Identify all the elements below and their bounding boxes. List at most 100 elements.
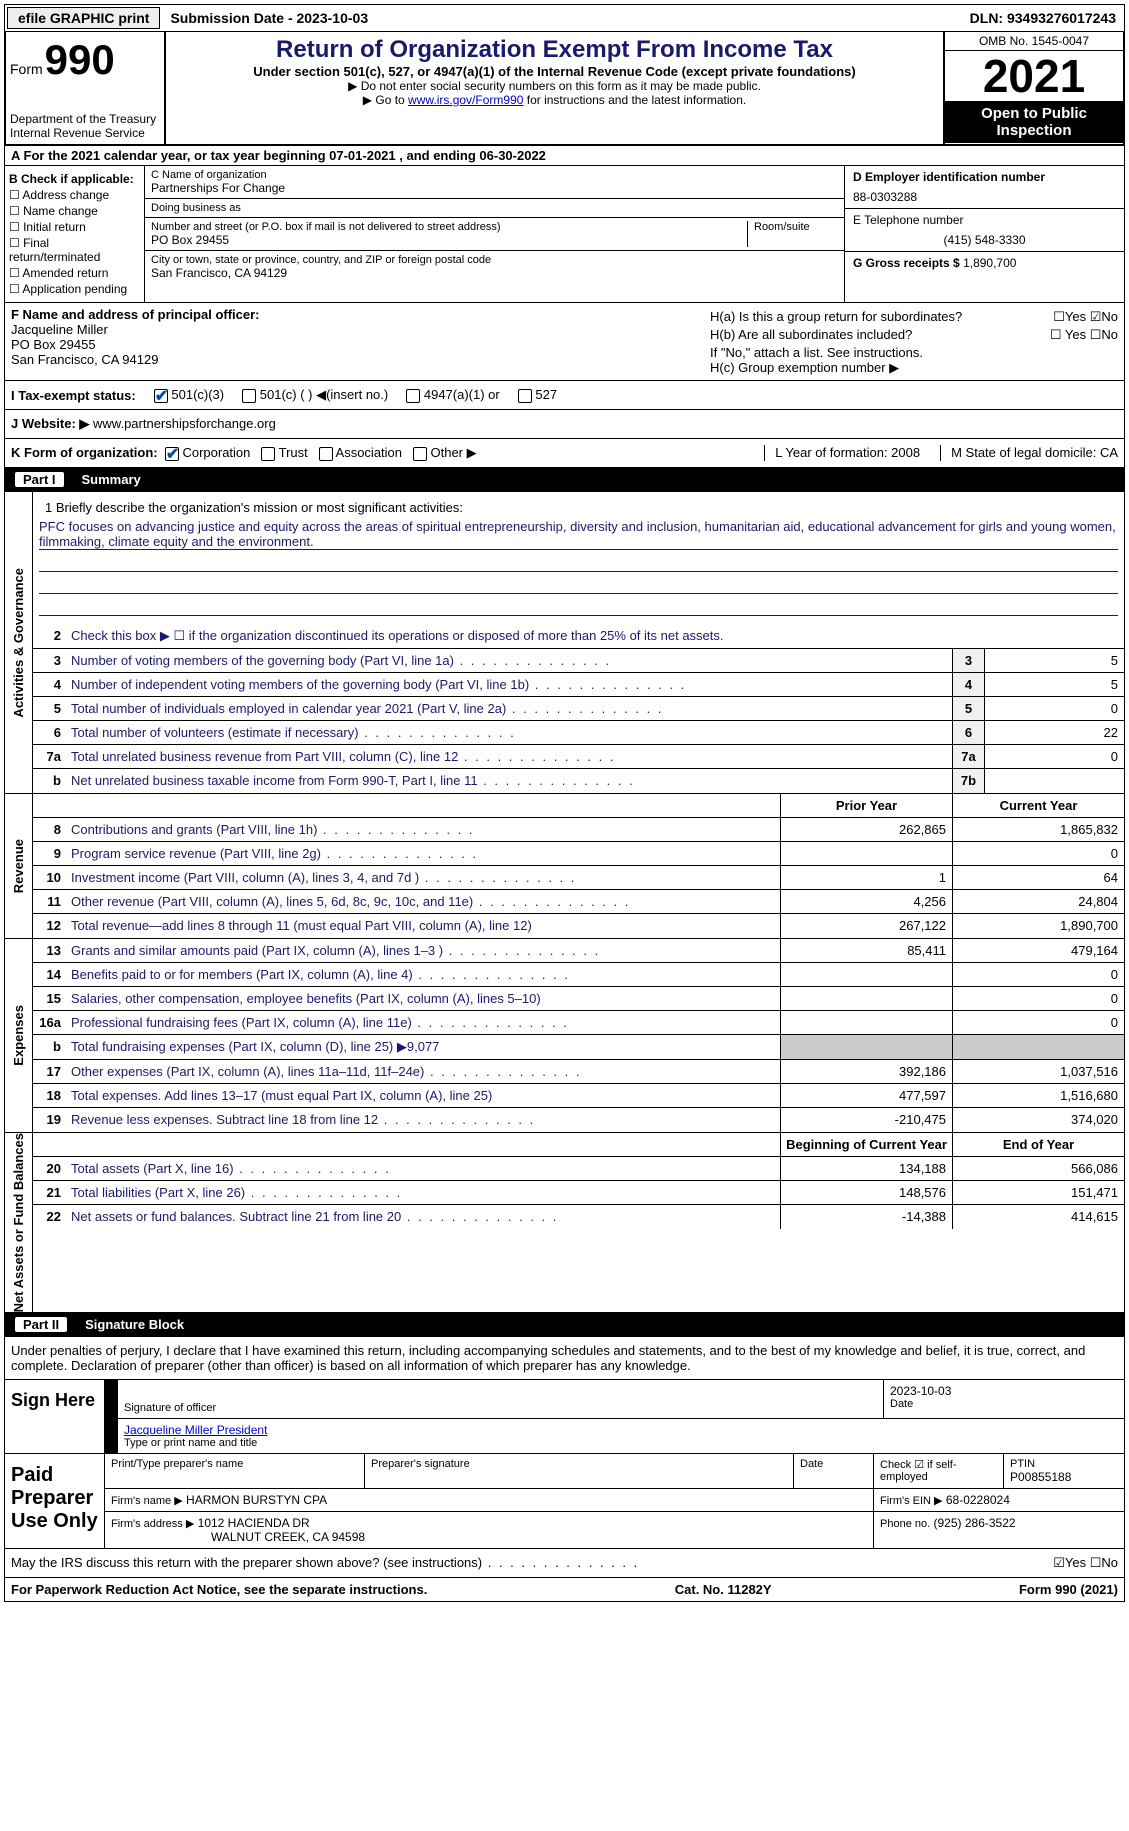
firm-name: HARMON BURSTYN CPA bbox=[186, 1493, 327, 1507]
line13: Grants and similar amounts paid (Part IX… bbox=[65, 939, 780, 962]
tel-label: E Telephone number bbox=[853, 213, 1116, 227]
val7a: 0 bbox=[984, 745, 1124, 768]
val7b bbox=[984, 769, 1124, 793]
hb-label: H(b) Are all subordinates included? bbox=[710, 327, 912, 343]
part1-header: Part I Summary bbox=[4, 468, 1125, 492]
city-value: San Francisco, CA 94129 bbox=[151, 266, 838, 280]
name-change-checkbox[interactable]: ☐ Name change bbox=[9, 204, 140, 218]
discuss-label: May the IRS discuss this return with the… bbox=[11, 1555, 639, 1571]
line2: Check this box ▶ ☐ if the organization d… bbox=[65, 624, 1124, 648]
pra-notice: For Paperwork Reduction Act Notice, see … bbox=[11, 1582, 427, 1597]
submission-date: Submission Date - 2023-10-03 bbox=[162, 8, 376, 28]
firm-ein: 68-0228024 bbox=[946, 1493, 1010, 1507]
goto-note: ▶ Go to www.irs.gov/Form990 for instruct… bbox=[174, 93, 935, 107]
form-footer: Form 990 (2021) bbox=[1019, 1582, 1118, 1597]
current-year-head: Current Year bbox=[952, 794, 1124, 817]
line6: Total number of volunteers (estimate if … bbox=[65, 721, 952, 744]
paid-preparer-label: Paid Preparer Use Only bbox=[5, 1454, 105, 1548]
trust-checkbox[interactable] bbox=[261, 447, 275, 461]
other-checkbox[interactable] bbox=[413, 447, 427, 461]
line7a: Total unrelated business revenue from Pa… bbox=[65, 745, 952, 768]
state-domicile: M State of legal domicile: CA bbox=[940, 445, 1118, 461]
column-b-checkboxes: B Check if applicable: ☐ Address change … bbox=[5, 166, 145, 302]
val5: 0 bbox=[984, 697, 1124, 720]
discuss-yn[interactable]: ☑Yes ☐No bbox=[1053, 1555, 1118, 1571]
line20: Total assets (Part X, line 16) bbox=[65, 1157, 780, 1180]
form-subtitle: Under section 501(c), 527, or 4947(a)(1)… bbox=[174, 64, 935, 79]
sig-date: 2023-10-03 bbox=[890, 1384, 1118, 1398]
form-number: Form 990 bbox=[10, 36, 160, 84]
boy-head: Beginning of Current Year bbox=[780, 1133, 952, 1156]
sign-here-label: Sign Here bbox=[5, 1380, 105, 1453]
prep-name-label: Print/Type preparer's name bbox=[105, 1454, 365, 1488]
4947-checkbox[interactable] bbox=[406, 389, 420, 403]
assoc-checkbox[interactable] bbox=[319, 447, 333, 461]
prep-date-label: Date bbox=[794, 1454, 874, 1488]
val6: 22 bbox=[984, 721, 1124, 744]
officer-addr1: PO Box 29455 bbox=[11, 337, 698, 352]
vtab-expenses: Expenses bbox=[5, 939, 33, 1132]
cat-no: Cat. No. 11282Y bbox=[675, 1582, 772, 1597]
gross-value: 1,890,700 bbox=[963, 256, 1016, 270]
addr-change-checkbox[interactable]: ☐ Address change bbox=[9, 188, 140, 202]
initial-return-checkbox[interactable]: ☐ Initial return bbox=[9, 220, 140, 234]
corp-checkbox[interactable] bbox=[165, 447, 179, 461]
hb-yn[interactable]: ☐ Yes ☐No bbox=[1050, 327, 1118, 343]
line9: Program service revenue (Part VIII, line… bbox=[65, 842, 780, 865]
amended-return-checkbox[interactable]: ☐ Amended return bbox=[9, 266, 140, 280]
public-inspection: Open to Public Inspection bbox=[945, 101, 1123, 143]
app-pending-checkbox[interactable]: ☐ Application pending bbox=[9, 282, 140, 296]
527-checkbox[interactable] bbox=[518, 389, 532, 403]
501c-checkbox[interactable] bbox=[242, 389, 256, 403]
tax-status-label: I Tax-exempt status: bbox=[11, 388, 136, 403]
row-a-tax-year: A For the 2021 calendar year, or tax yea… bbox=[4, 146, 1125, 166]
line14: Benefits paid to or for members (Part IX… bbox=[65, 963, 780, 986]
vtab-revenue: Revenue bbox=[5, 794, 33, 938]
line21: Total liabilities (Part X, line 26) bbox=[65, 1181, 780, 1204]
omb-number: OMB No. 1545-0047 bbox=[945, 32, 1123, 51]
officer-addr2: San Francisco, CA 94129 bbox=[11, 352, 698, 367]
mission-text: PFC focuses on advancing justice and equ… bbox=[39, 519, 1118, 550]
city-label: City or town, state or province, country… bbox=[151, 254, 838, 266]
line19: Revenue less expenses. Subtract line 18 … bbox=[65, 1108, 780, 1132]
printed-name-label: Type or print name and title bbox=[124, 1437, 1118, 1449]
line17: Other expenses (Part IX, column (A), lin… bbox=[65, 1060, 780, 1083]
line4: Number of independent voting members of … bbox=[65, 673, 952, 696]
part2-header: Part II Signature Block bbox=[4, 1313, 1125, 1337]
ssn-note: ▶ Do not enter social security numbers o… bbox=[174, 79, 935, 93]
efile-print-button[interactable]: efile GRAPHIC print bbox=[7, 7, 160, 29]
line11: Other revenue (Part VIII, column (A), li… bbox=[65, 890, 780, 913]
sig-date-label: Date bbox=[890, 1398, 1118, 1410]
website-url: www.partnershipsforchange.org bbox=[93, 416, 276, 432]
dba-label: Doing business as bbox=[151, 202, 838, 214]
street-value: PO Box 29455 bbox=[151, 233, 741, 247]
firm-phone: (925) 286-3522 bbox=[934, 1516, 1016, 1530]
officer-sig-label: Signature of officer bbox=[124, 1402, 877, 1414]
vtab-activities: Activities & Governance bbox=[5, 492, 33, 793]
ein-value: 88-0303288 bbox=[853, 190, 1116, 204]
val4: 5 bbox=[984, 673, 1124, 696]
tel-value: (415) 548-3330 bbox=[853, 233, 1116, 247]
501c3-checkbox[interactable] bbox=[154, 389, 168, 403]
eoy-head: End of Year bbox=[952, 1133, 1124, 1156]
tax-year: 2021 bbox=[945, 51, 1123, 101]
line8: Contributions and grants (Part VIII, lin… bbox=[65, 818, 780, 841]
form-title: Return of Organization Exempt From Incom… bbox=[174, 36, 935, 64]
line3: Number of voting members of the governin… bbox=[65, 649, 952, 672]
ptin-label: PTIN bbox=[1010, 1458, 1118, 1470]
firm-addr2: WALNUT CREEK, CA 94598 bbox=[211, 1530, 867, 1544]
website-label: J Website: ▶ bbox=[11, 416, 89, 432]
irs-link[interactable]: www.irs.gov/Form990 bbox=[408, 93, 523, 107]
line22: Net assets or fund balances. Subtract li… bbox=[65, 1205, 780, 1229]
line7b: Net unrelated business taxable income fr… bbox=[65, 769, 952, 793]
ha-yn[interactable]: ☐Yes ☑No bbox=[1053, 309, 1118, 325]
officer-printed-name: Jacqueline Miller President bbox=[124, 1423, 1118, 1437]
form-org-label: K Form of organization: bbox=[11, 445, 158, 460]
ein-label: D Employer identification number bbox=[853, 170, 1116, 184]
line5: Total number of individuals employed in … bbox=[65, 697, 952, 720]
final-return-checkbox[interactable]: ☐ Final return/terminated bbox=[9, 236, 140, 264]
self-employed-label: Check ☑ if self-employed bbox=[874, 1454, 1004, 1488]
ptin-value: P00855188 bbox=[1010, 1470, 1118, 1484]
street-label: Number and street (or P.O. box if mail i… bbox=[151, 221, 741, 233]
line10: Investment income (Part VIII, column (A)… bbox=[65, 866, 780, 889]
